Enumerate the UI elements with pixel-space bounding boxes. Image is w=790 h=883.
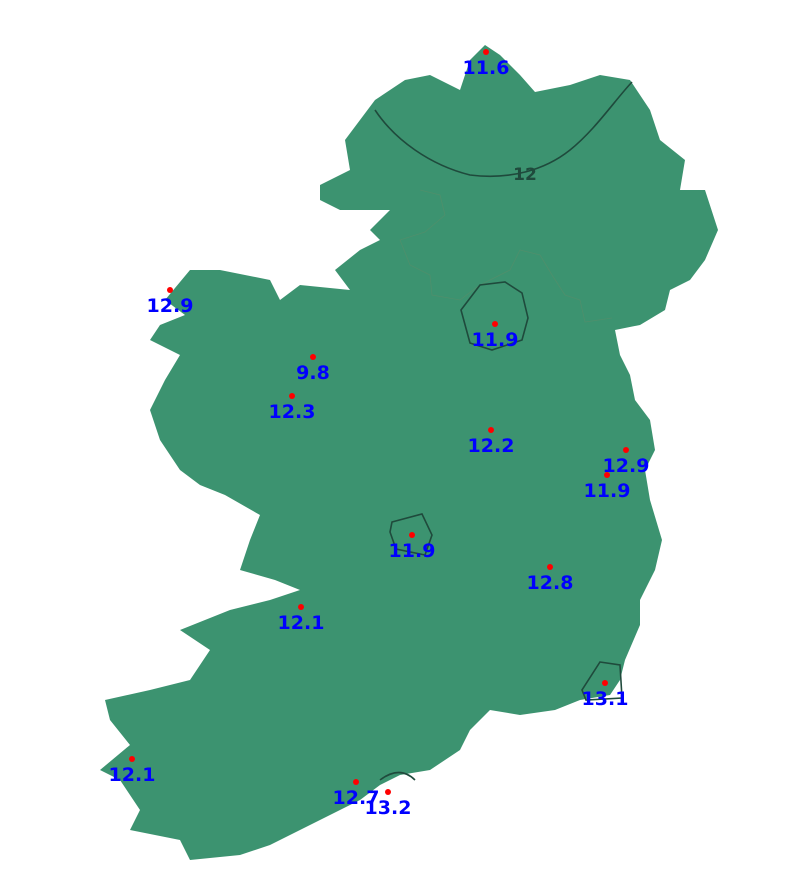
station-marker: 9.8 [296, 354, 330, 384]
station-marker: 12.9 [603, 447, 650, 477]
isotherm-contour [379, 771, 416, 781]
station-value-label: 12.9 [147, 295, 194, 317]
station-marker: 12.8 [527, 564, 574, 594]
station-value-label: 11.6 [463, 57, 510, 79]
station-point [298, 604, 304, 610]
station-value-label: 9.8 [296, 362, 330, 384]
station-marker: 11.9 [584, 472, 631, 502]
station-value-label: 13.2 [365, 797, 412, 819]
station-point [167, 287, 173, 293]
station-marker: 12.3 [269, 393, 316, 423]
station-point [623, 447, 629, 453]
station-value-label: 12.1 [109, 764, 156, 786]
station-value-label: 13.1 [582, 688, 629, 710]
station-value-label: 11.9 [389, 540, 436, 562]
station-point [488, 427, 494, 433]
station-point [547, 564, 553, 570]
station-point [310, 354, 316, 360]
station-point [129, 756, 135, 762]
isotherm-contour [374, 81, 633, 178]
border-line [399, 189, 613, 323]
station-marker: 13.2 [365, 789, 412, 819]
station-value-label: 12.3 [269, 401, 316, 423]
station-marker: 12.1 [109, 756, 156, 786]
station-value-label: 12.1 [278, 612, 325, 634]
station-value-label: 11.9 [472, 329, 519, 351]
station-marker: 11.6 [463, 49, 510, 79]
station-point [483, 49, 489, 55]
station-point [289, 393, 295, 399]
station-point [492, 321, 498, 327]
isotherm-contour [581, 661, 623, 701]
isotherm-contour [389, 513, 433, 556]
station-point [353, 779, 359, 785]
station-point [604, 472, 610, 478]
station-marker: 12.1 [278, 604, 325, 634]
ireland-landmass [100, 45, 718, 860]
station-value-label: 12.7 [333, 787, 380, 809]
station-point [602, 680, 608, 686]
station-marker: 11.9 [389, 532, 436, 562]
station-marker: 13.1 [582, 680, 629, 710]
station-marker: 12.9 [147, 287, 194, 317]
station-marker: 12.7 [333, 779, 380, 809]
station-value-label: 11.9 [584, 480, 631, 502]
station-value-label: 12.9 [603, 455, 650, 477]
station-marker: 11.9 [472, 321, 519, 351]
station-point [409, 532, 415, 538]
contour-label: 12 [513, 165, 537, 185]
station-value-label: 12.8 [527, 572, 574, 594]
isotherm-contour [460, 281, 529, 351]
station-value-label: 12.2 [468, 435, 515, 457]
station-point [385, 789, 391, 795]
station-marker: 12.2 [468, 427, 515, 457]
